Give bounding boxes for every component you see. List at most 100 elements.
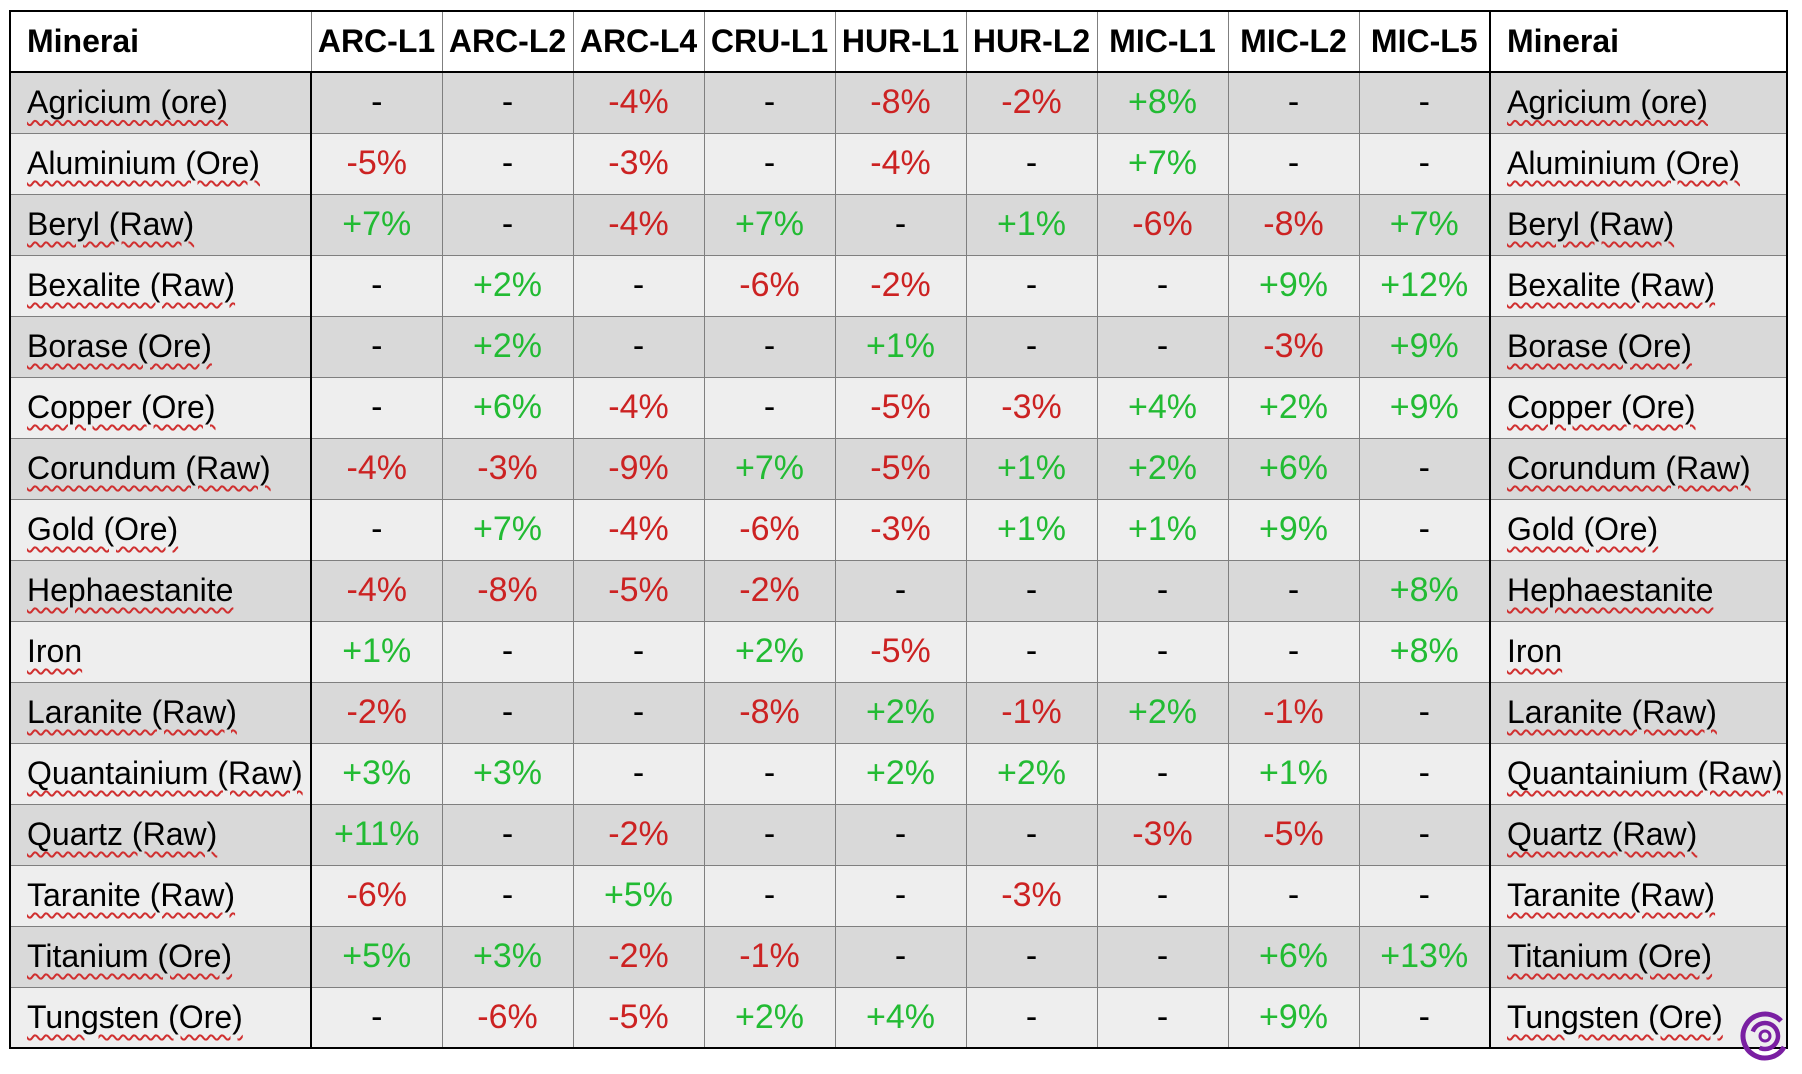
mineral-name: Taranite (Raw) [9,864,312,927]
modifier-cell: +8% [1358,620,1491,683]
modifier-cell: -8% [441,559,574,622]
modifier-cell: -2% [572,925,705,988]
modifier-cell: +6% [1227,437,1360,500]
modifier-cell: +11% [310,803,443,866]
modifier-cell: - [965,559,1098,622]
modifier-cell: -3% [965,864,1098,927]
mineral-name-text: Laranite (Raw) [1507,694,1717,730]
spiral-logo-icon [1740,1011,1790,1061]
mineral-name-right: Copper (Ore) [1489,376,1787,439]
table-row: Bexalite (Raw) - +2% - -6% -2% - - +9% +12% Bexali… [9,254,1787,317]
modifier-cell: - [965,315,1098,378]
mineral-name-text: Corundum (Raw) [1507,450,1751,486]
mineral-name-text: Quartz (Raw) [1507,816,1698,852]
modifier-cell: +3% [310,742,443,805]
modifier-cell: +9% [1358,376,1491,439]
mineral-name-right: Bexalite (Raw) [1489,254,1787,317]
mineral-name-text: Hephaestanite [1507,572,1714,608]
modifier-cell: -3% [834,498,967,561]
modifier-cell: -5% [572,559,705,622]
column-header-mic-l5: MIC-L5 [1358,10,1491,73]
modifier-cell: -2% [310,681,443,744]
mineral-name-right: Laranite (Raw) [1489,681,1787,744]
modifier-cell: -5% [310,132,443,195]
modifier-cell: -5% [834,620,967,683]
mineral-name-text: Quantainium (Raw) [1507,755,1783,791]
mineral-name: Agricium (ore) [9,71,312,134]
modifier-cell: -2% [834,254,967,317]
mineral-name-text: Hephaestanite [27,572,234,608]
modifier-cell: - [703,315,836,378]
modifier-cell: +2% [441,315,574,378]
mineral-name-text: Agricium (ore) [27,84,228,121]
modifier-cell: +7% [441,498,574,561]
column-header-hur-l2: HUR-L2 [965,10,1098,73]
modifier-cell: -8% [1227,193,1360,256]
table-row: Aluminium (Ore) -5% - -3% - -4% - +7% - - Aluminiu… [9,132,1787,195]
mineral-name-text: Beryl (Raw) [27,206,195,242]
modifier-cell: - [834,193,967,256]
mineral-name-text: Borase (Ore) [27,328,212,364]
mineral-name-text: Taranite (Raw) [1507,877,1716,913]
column-header-mic-l1: MIC-L1 [1096,10,1229,73]
mineral-name-text: Aluminium (Ore) [27,145,260,181]
mineral-name: Hephaestanite [9,559,312,622]
modifier-cell: +2% [703,620,836,683]
modifier-cell: -2% [572,803,705,866]
modifier-cell: - [1227,864,1360,927]
table-header: Minerai ARC-L1 ARC-L2 ARC-L4 CRU-L1 HUR-L1 HU… [9,10,1788,73]
modifier-cell: +3% [441,742,574,805]
modifier-cell: +7% [703,437,836,500]
mineral-name-right: Corundum (Raw) [1489,437,1787,500]
mineral-name-text: Bexalite (Raw) [1507,267,1716,303]
modifier-cell: - [1096,986,1229,1049]
modifier-cell: +9% [1227,498,1360,561]
column-header-mic-l2: MIC-L2 [1227,10,1360,73]
table-row: Hephaestanite -4% -8% -5% -2% - - - - +8% Hephaest… [9,559,1787,622]
modifier-cell: +1% [1096,498,1229,561]
mineral-name-text: Copper (Ore) [27,389,216,425]
modifier-cell: +5% [310,925,443,988]
modifier-cell: -4% [572,193,705,256]
mineral-name-text: Corundum (Raw) [27,450,271,486]
modifier-cell: - [310,376,443,439]
modifier-cell: +1% [834,315,967,378]
mineral-name-text: Tungsten (Ore) [27,998,243,1035]
modifier-cell: -9% [572,437,705,500]
modifier-cell: - [1358,803,1491,866]
modifier-cell: - [965,254,1098,317]
modifier-cell: +13% [1358,925,1491,988]
table-row: Beryl (Raw) +7% - -4% +7% - +1% -6% -8% +7% Beryl … [9,193,1787,256]
mineral-name-right: Tungsten (Ore) [1489,986,1787,1049]
modifier-cell: - [310,498,443,561]
modifier-cell: +4% [834,986,967,1049]
modifier-cell: - [1096,864,1229,927]
modifier-cell: -8% [834,71,967,134]
modifier-cell: +1% [1227,742,1360,805]
modifier-cell: - [1096,559,1229,622]
header-row: Minerai ARC-L1 ARC-L2 ARC-L4 CRU-L1 HUR-L1 HU… [9,10,1788,73]
modifier-cell: +2% [834,742,967,805]
modifier-cell: +6% [441,376,574,439]
mineral-name-right: Gold (Ore) [1489,498,1787,561]
modifier-cell: -4% [572,498,705,561]
mineral-name-text: Aluminium (Ore) [1507,145,1740,181]
mineral-name-text: Titanium (Ore) [27,938,233,974]
modifier-cell: -1% [1227,681,1360,744]
modifier-cell: - [703,132,836,195]
modifier-cell: +3% [441,925,574,988]
modifier-cell: +1% [965,498,1098,561]
column-header-mineral-right: Minerai [1489,10,1788,73]
mineral-name-text: Bexalite (Raw) [27,267,236,303]
modifier-cell: - [1358,132,1491,195]
modifier-cell: -1% [703,925,836,988]
modifier-cell: -3% [441,437,574,500]
mineral-name: Bexalite (Raw) [9,254,312,317]
mineral-name-right: Borase (Ore) [1489,315,1787,378]
modifier-cell: - [572,681,705,744]
mineral-name-right: Quartz (Raw) [1489,803,1787,866]
modifier-cell: - [1358,986,1491,1049]
modifier-cell: - [1227,620,1360,683]
modifier-cell: - [834,925,967,988]
modifier-cell: -4% [310,437,443,500]
